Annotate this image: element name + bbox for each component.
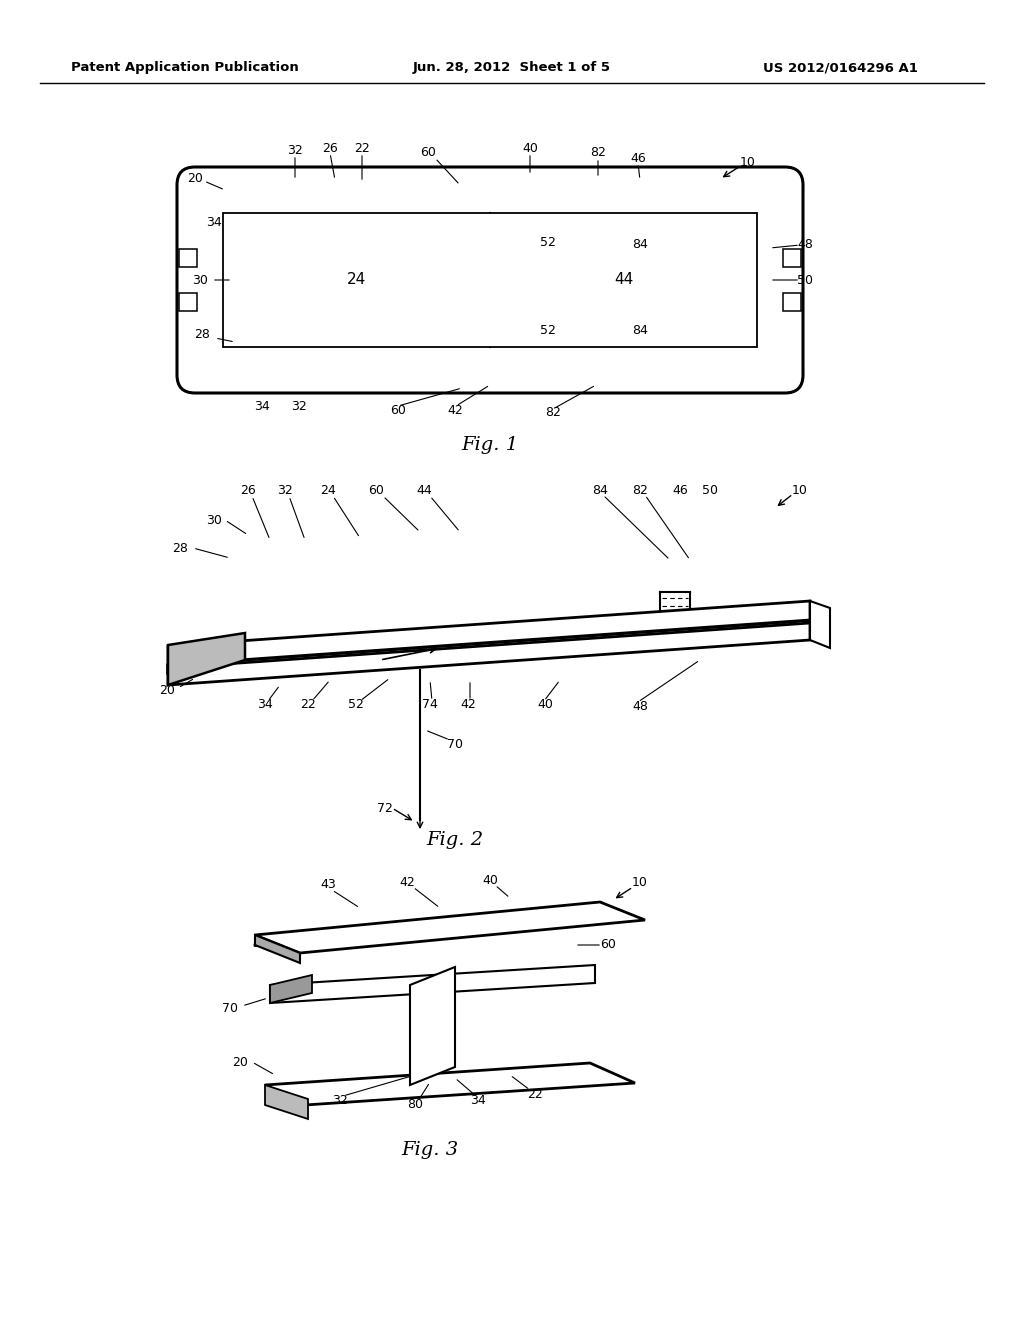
Text: 80: 80 — [407, 1098, 423, 1111]
Bar — [783, 293, 801, 312]
Text: Patent Application Publication: Patent Application Publication — [71, 62, 299, 74]
Text: 24: 24 — [347, 272, 367, 288]
Bar — [179, 293, 197, 312]
Text: 40: 40 — [537, 698, 553, 711]
Text: Jun. 28, 2012  Sheet 1 of 5: Jun. 28, 2012 Sheet 1 of 5 — [413, 62, 611, 74]
Text: 34: 34 — [206, 215, 222, 228]
Text: 52: 52 — [348, 698, 364, 711]
Text: 60: 60 — [368, 483, 384, 496]
Text: 10: 10 — [632, 875, 648, 888]
Text: 46: 46 — [630, 152, 646, 165]
Text: 40: 40 — [482, 874, 498, 887]
FancyBboxPatch shape — [177, 168, 803, 393]
Text: 22: 22 — [527, 1088, 543, 1101]
Text: 20: 20 — [232, 1056, 248, 1068]
Text: 24: 24 — [321, 483, 336, 496]
Text: 82: 82 — [632, 483, 648, 496]
Text: 84: 84 — [632, 239, 648, 252]
Text: 32: 32 — [287, 144, 303, 157]
Polygon shape — [168, 623, 810, 685]
Polygon shape — [270, 965, 595, 1003]
Polygon shape — [265, 1085, 308, 1119]
Text: 44: 44 — [613, 272, 633, 288]
Text: 50: 50 — [702, 483, 718, 496]
Text: 72: 72 — [377, 801, 393, 814]
Text: 20: 20 — [187, 172, 203, 185]
Text: 70: 70 — [447, 738, 463, 751]
Text: 30: 30 — [193, 273, 208, 286]
Text: 84: 84 — [632, 323, 648, 337]
Text: 60: 60 — [390, 404, 406, 417]
Text: 22: 22 — [354, 141, 370, 154]
Text: 26: 26 — [323, 141, 338, 154]
Polygon shape — [270, 975, 312, 1003]
Polygon shape — [168, 620, 810, 673]
Text: 52: 52 — [540, 236, 556, 249]
Polygon shape — [255, 902, 645, 953]
Text: 50: 50 — [797, 273, 813, 286]
Text: 60: 60 — [420, 147, 436, 160]
Bar — [783, 249, 801, 267]
Text: 42: 42 — [399, 875, 415, 888]
Text: 10: 10 — [792, 483, 808, 496]
Text: 32: 32 — [291, 400, 307, 413]
Polygon shape — [810, 601, 830, 648]
Bar — [179, 249, 197, 267]
Text: 26: 26 — [240, 483, 256, 496]
Bar — [223, 213, 757, 347]
Text: 44: 44 — [416, 483, 432, 496]
Text: 28: 28 — [195, 329, 210, 342]
Text: 32: 32 — [332, 1093, 348, 1106]
Text: 82: 82 — [545, 407, 561, 420]
Polygon shape — [168, 634, 245, 685]
Text: 22: 22 — [300, 698, 315, 711]
Text: 10: 10 — [740, 156, 756, 169]
Text: 43: 43 — [321, 879, 336, 891]
Text: 40: 40 — [522, 141, 538, 154]
Polygon shape — [265, 1063, 635, 1105]
Text: 46: 46 — [672, 483, 688, 496]
Text: 52: 52 — [540, 323, 556, 337]
Text: Fig. 1: Fig. 1 — [462, 436, 518, 454]
Text: Fig. 3: Fig. 3 — [401, 1140, 459, 1159]
Text: US 2012/0164296 A1: US 2012/0164296 A1 — [763, 62, 918, 74]
Text: 42: 42 — [460, 698, 476, 711]
Text: 84: 84 — [592, 483, 608, 496]
Text: 34: 34 — [254, 400, 270, 413]
Text: 20: 20 — [159, 684, 175, 697]
Text: 48: 48 — [632, 700, 648, 713]
Text: 34: 34 — [257, 698, 272, 711]
Text: 42: 42 — [447, 404, 463, 417]
Text: 30: 30 — [206, 513, 222, 527]
Text: 60: 60 — [600, 939, 616, 952]
Text: Fig. 2: Fig. 2 — [426, 832, 483, 849]
Text: 28: 28 — [172, 541, 188, 554]
Polygon shape — [168, 601, 810, 665]
Polygon shape — [410, 968, 455, 1085]
Text: 48: 48 — [797, 239, 813, 252]
Text: 74: 74 — [422, 698, 438, 711]
Polygon shape — [255, 935, 300, 964]
Text: 82: 82 — [590, 147, 606, 160]
Text: 70: 70 — [222, 1002, 238, 1015]
Text: 32: 32 — [278, 483, 293, 496]
Text: 34: 34 — [470, 1093, 485, 1106]
